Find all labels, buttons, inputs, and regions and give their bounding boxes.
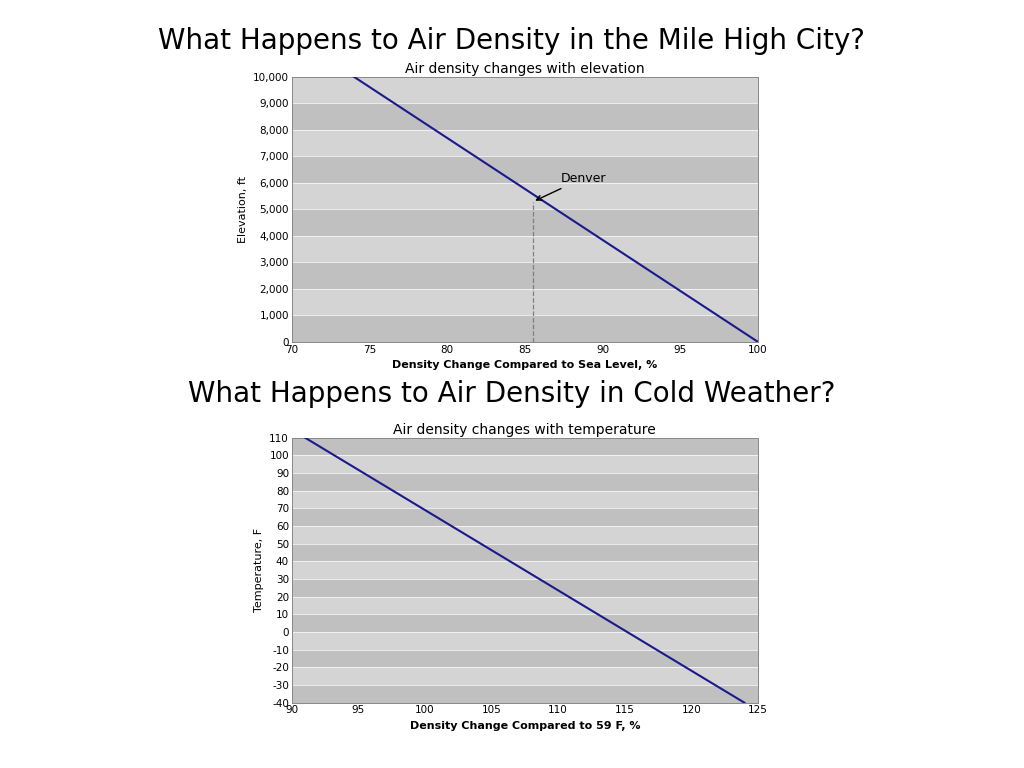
Bar [292,130,758,157]
Bar [292,667,758,685]
Bar [292,263,758,289]
X-axis label: Density Change Compared to 59 F, %: Density Change Compared to 59 F, % [410,721,640,731]
Text: Denver: Denver [537,171,606,200]
Bar [292,183,758,209]
Bar [292,103,758,130]
Bar [292,614,758,632]
Bar [292,157,758,183]
Title: Air density changes with temperature: Air density changes with temperature [393,422,656,436]
Y-axis label: Temperature, F: Temperature, F [254,528,264,612]
Bar [292,544,758,561]
Bar [292,316,758,342]
Title: Air density changes with elevation: Air density changes with elevation [404,61,645,75]
Y-axis label: Elevation, ft: Elevation, ft [238,176,248,243]
Bar [292,508,758,526]
Text: What Happens to Air Density in the Mile High City?: What Happens to Air Density in the Mile … [159,27,865,55]
Bar [292,289,758,316]
Bar [292,77,758,103]
Bar [292,455,758,473]
Bar [292,597,758,614]
Text: What Happens to Air Density in Cold Weather?: What Happens to Air Density in Cold Weat… [188,380,836,408]
Bar [292,236,758,263]
Bar [292,438,758,455]
Bar [292,526,758,544]
Bar [292,561,758,579]
Bar [292,650,758,667]
Bar [292,579,758,597]
X-axis label: Density Change Compared to Sea Level, %: Density Change Compared to Sea Level, % [392,360,657,370]
Bar [292,209,758,236]
Bar [292,685,758,703]
Bar [292,632,758,650]
Bar [292,473,758,491]
Bar [292,491,758,508]
